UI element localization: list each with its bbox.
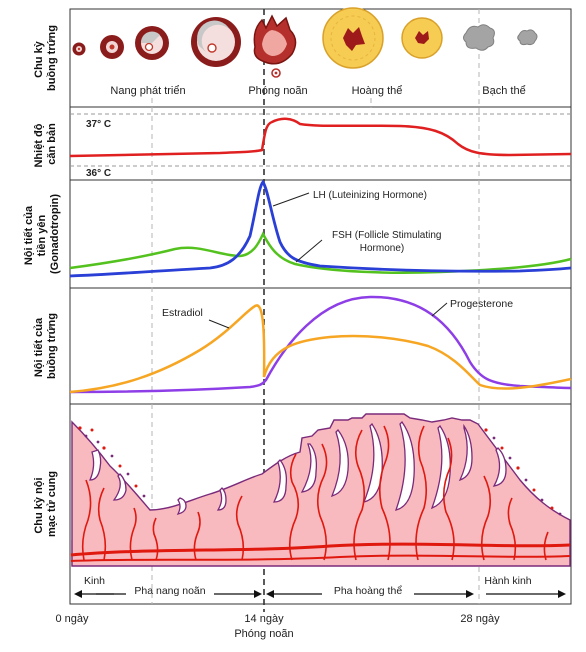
fsh-label: FSH (Follicle Stimulating Hormone)	[332, 230, 444, 254]
follicular-arrow-head	[254, 590, 262, 598]
ovary-cycle-illustrations	[72, 7, 538, 78]
phase-row: Kinh Pha nang noãn Pha hoàng thể Hành ki…	[74, 575, 566, 598]
ovarian-hormone-panel: Estradiol Progesterone	[69, 295, 572, 394]
estradiol-curve	[69, 304, 572, 394]
progesterone-label: Progesterone	[450, 298, 513, 310]
row-label-ovary: Chu kỳ buồng trứng	[33, 25, 58, 91]
spiral-artery	[507, 497, 517, 561]
gland	[112, 473, 127, 501]
phase-luteal: Pha hoàng thể	[334, 585, 402, 597]
fsh-leader-line	[295, 239, 323, 263]
endometrial-glands	[89, 420, 507, 515]
axis-day28: 28 ngày	[460, 613, 500, 625]
progesterone-leader-line	[431, 302, 448, 317]
gland	[89, 449, 102, 481]
corpus-luteum-icon	[322, 7, 384, 69]
corpus-luteum-regressing-icon	[401, 17, 443, 59]
temp-37-label: 37° C	[86, 119, 111, 130]
endometrium-tissue	[71, 413, 571, 567]
follicle-2-icon	[100, 35, 124, 59]
phase-menses-end: Hành kinh	[484, 575, 531, 587]
lh-curve	[69, 179, 572, 278]
panel-frames	[69, 8, 572, 605]
spiral-artery	[81, 479, 92, 561]
menses-end-arrow-head	[558, 590, 566, 598]
stage-label-corpus-albicans: Bạch thể	[482, 85, 525, 97]
spiral-artery	[415, 425, 428, 561]
follicle-3-icon	[135, 26, 169, 60]
menses-arrow-head	[74, 590, 82, 598]
axis-day14-sub: Phóng noãn	[234, 628, 293, 640]
temperature-panel: 37° C 36° C	[69, 113, 572, 179]
gland	[216, 487, 227, 511]
progesterone-curve	[69, 295, 572, 394]
gland	[176, 497, 187, 515]
temp-panel-frame	[69, 106, 572, 181]
basal-vessel-2	[70, 554, 571, 562]
ovary-stage-labels: Nang phát triển Phóng noãn Hoàng thể Bạc…	[110, 85, 525, 97]
gland	[272, 459, 288, 503]
spiral-artery	[97, 487, 107, 561]
row-label-ovarian-hormones: Nội tiết của buồng trứng	[33, 313, 58, 379]
fsh-label-line1: FSH (Follicle Stimulating	[332, 230, 441, 241]
basal-vessel-1	[70, 542, 571, 557]
stage-label-follicle: Nang phát triển	[110, 85, 185, 97]
stage-label-ovulation: Phóng noãn	[248, 85, 307, 97]
row-label-temp: Nhiệt độ căn bản	[33, 120, 58, 167]
fsh-label-line2: Hormone)	[360, 243, 404, 254]
spiral-artery	[152, 517, 159, 561]
temp-36-label: 36° C	[86, 168, 111, 179]
spiral-artery	[353, 429, 366, 561]
spiral-artery	[193, 511, 201, 561]
spiral-artery	[442, 437, 455, 561]
gland	[394, 420, 415, 511]
gland	[330, 429, 349, 497]
gland	[458, 423, 473, 482]
spiral-artery	[480, 475, 492, 561]
follicle-4-icon	[191, 17, 241, 67]
estradiol-label: Estradiol	[162, 307, 203, 319]
phase-menses-start: Kinh	[84, 575, 105, 587]
gland	[300, 443, 318, 493]
temperature-curve	[69, 117, 572, 158]
follicle-1-icon	[72, 42, 86, 56]
gland	[492, 447, 507, 487]
estradiol-leader-line	[208, 319, 230, 329]
day-axis: 0 ngày 14 ngày Phóng noãn 28 ngày	[55, 613, 500, 640]
endometrium-panel	[70, 413, 571, 567]
spiral-artery	[288, 453, 300, 561]
row-label-pituitary: Nội tiết của tiền yên (Gonadotropin)	[23, 194, 61, 274]
luteal-arrow-head-right	[466, 590, 474, 598]
endometrium-panel-frame	[69, 403, 572, 605]
menstrual-debris	[78, 426, 562, 516]
axis-day14: 14 ngày	[244, 613, 284, 625]
ovulation-follicle-icon	[253, 14, 297, 78]
gonadotropin-panel: LH (Luteinizing Hormone) FSH (Follicle S…	[69, 179, 572, 278]
gland	[362, 422, 383, 503]
row-labels: Chu kỳ buồng trứng Nhiệt độ căn bản Nội …	[23, 25, 61, 537]
spiral-artery	[316, 443, 328, 561]
corpus-albicans-large-icon	[463, 24, 495, 51]
lh-label: LH (Luteinizing Hormone)	[313, 190, 427, 201]
spiral-artery	[378, 425, 391, 561]
lh-leader-line	[272, 192, 310, 207]
axis-day0: 0 ngày	[55, 613, 89, 625]
stage-label-corpus-luteum: Hoàng thể	[352, 85, 403, 97]
corpus-albicans-small-icon	[517, 29, 538, 46]
phase-follicular: Pha nang noãn	[134, 585, 205, 597]
luteal-arrow-head-left	[266, 590, 274, 598]
row-label-endometrium: Chu kỳ nội mạc tử cung	[33, 471, 58, 537]
